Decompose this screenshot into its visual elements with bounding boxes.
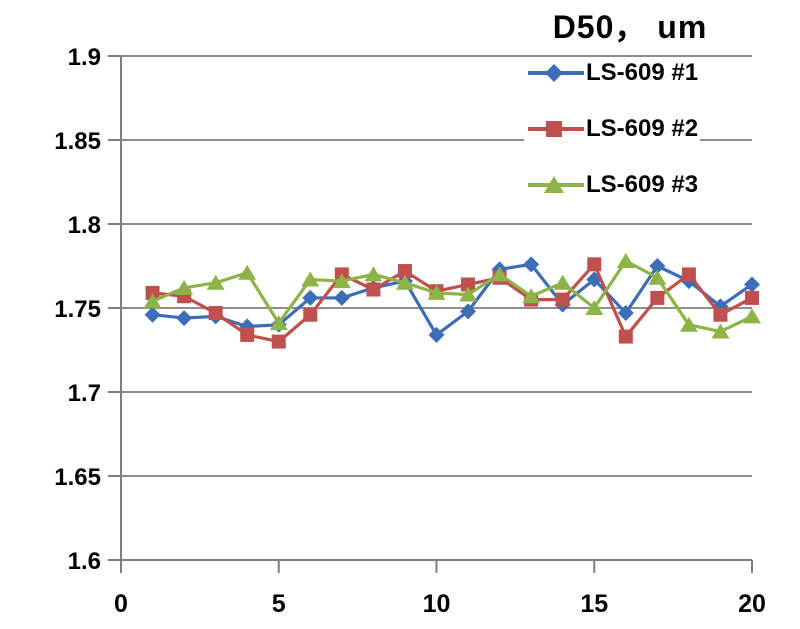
legend-label: LS-609 #1 [586,59,699,86]
svg-text:1.9: 1.9 [68,44,101,71]
series-LS-609 #1 [144,256,760,343]
legend-item: LS-609 #3 [524,169,701,201]
svg-text:20: 20 [738,590,766,618]
svg-text:1.65: 1.65 [54,464,101,491]
series-LS-609 #3 [143,252,761,339]
legend-label: LS-609 #3 [586,171,699,198]
svg-text:10: 10 [423,590,451,618]
svg-text:1.6: 1.6 [68,548,101,575]
axis-labels: 1.6 1.65 1.7 1.75 1.8 1.85 1.9 0 5 10 15 20 [54,44,766,618]
axes [108,55,753,573]
svg-text:1.75: 1.75 [54,296,101,323]
svg-text:0: 0 [114,590,128,618]
legend: LS-609 #1 LS-609 #2 LS-609 #3 [524,57,701,225]
legend-item: LS-609 #1 [524,57,701,89]
svg-text:1.85: 1.85 [54,128,101,155]
svg-text:1.8: 1.8 [68,212,101,239]
chart-title: D50， um [552,9,708,45]
legend-triangle-marker-icon [528,176,584,193]
gridlines [121,55,752,561]
legend-diamond-marker-icon [528,64,584,82]
svg-text:1.7: 1.7 [68,380,101,407]
svg-text:15: 15 [580,590,608,618]
legend-label: LS-609 #2 [586,115,699,142]
svg-text:5: 5 [272,590,286,618]
legend-item: LS-609 #2 [524,113,701,145]
legend-square-marker-icon [528,121,584,137]
